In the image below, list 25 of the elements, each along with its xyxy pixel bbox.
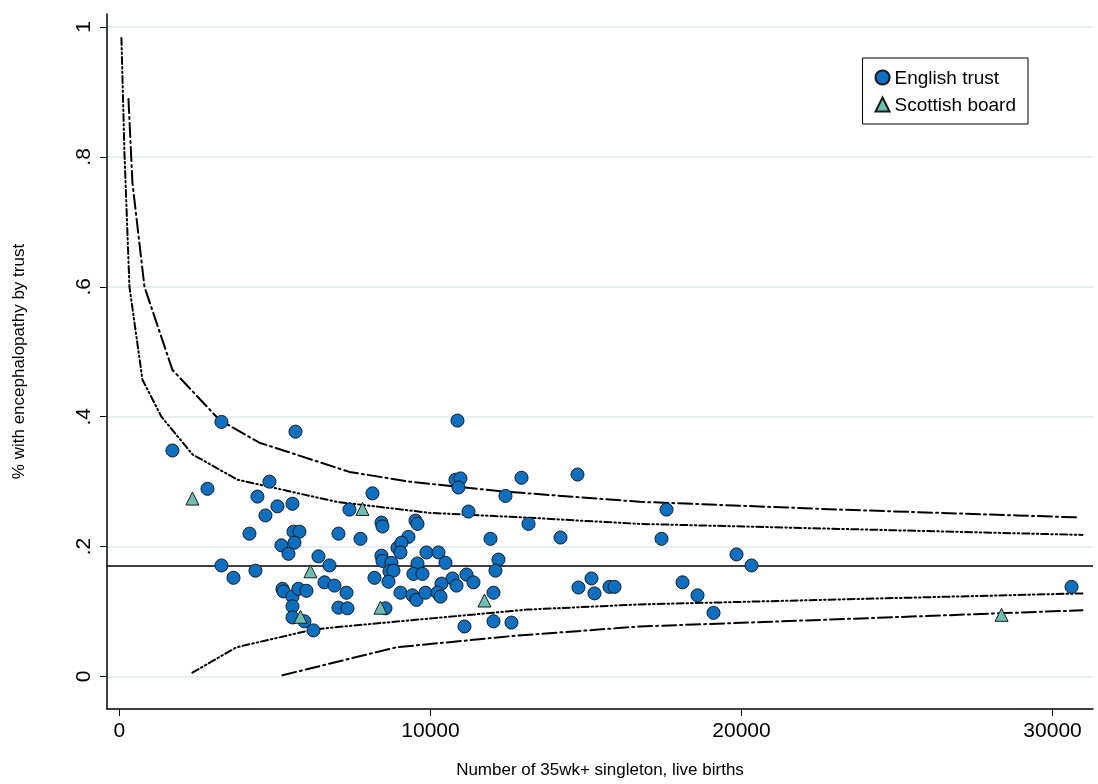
x-tick-label: 30000 bbox=[1023, 718, 1082, 741]
y-tick-label: 0 bbox=[71, 670, 94, 683]
y-tick-label: .8 bbox=[71, 148, 94, 166]
point bbox=[477, 593, 492, 608]
x-axis-title: Number of 35wk+ singleton, live births bbox=[456, 760, 744, 779]
y-tick-label: .4 bbox=[71, 407, 94, 426]
y-tick-label: 1 bbox=[71, 21, 94, 33]
point bbox=[994, 607, 1009, 622]
x-tick-label: 20000 bbox=[712, 718, 771, 741]
x-tick-label: 10000 bbox=[401, 718, 460, 741]
point bbox=[185, 491, 200, 506]
y-tick-label: .6 bbox=[71, 278, 94, 296]
legend-label: English trust bbox=[894, 67, 1000, 88]
y-axis-title: % with encephalopathy by trust bbox=[9, 243, 28, 480]
line-series bbox=[281, 609, 1084, 677]
point bbox=[293, 609, 308, 624]
line-series bbox=[127, 98, 1078, 519]
x-tick-label: 0 bbox=[113, 718, 126, 741]
point bbox=[303, 564, 318, 579]
line-series bbox=[191, 592, 1084, 674]
point bbox=[355, 501, 370, 516]
legend-label: Scottish board bbox=[894, 94, 1017, 115]
y-tick-label: .2 bbox=[71, 537, 94, 556]
point bbox=[373, 600, 388, 615]
line-series bbox=[120, 37, 1084, 536]
